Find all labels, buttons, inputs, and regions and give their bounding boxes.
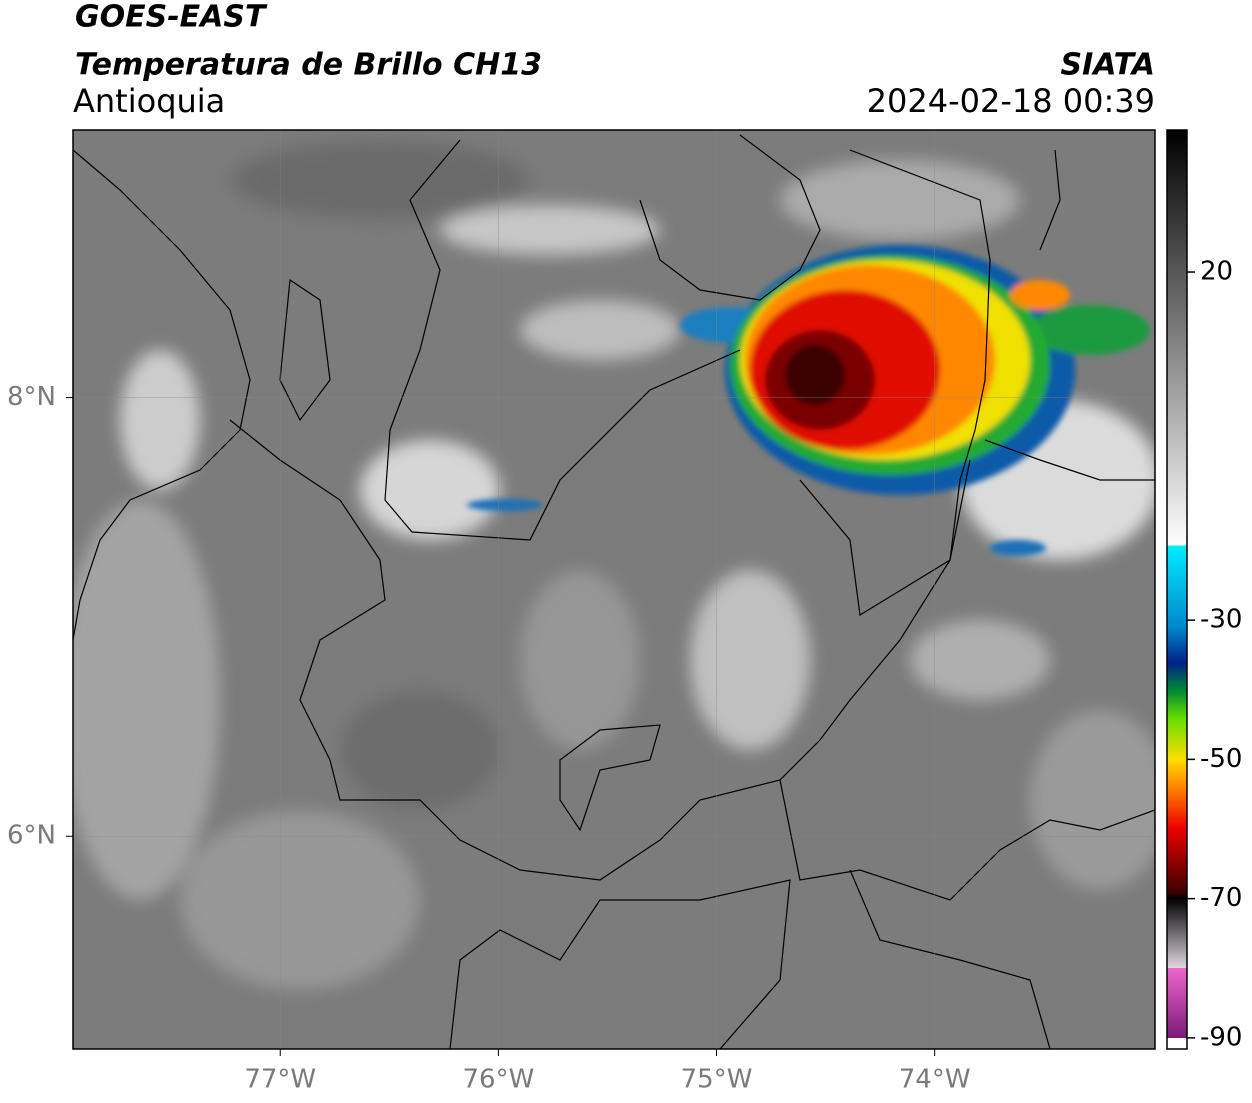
colorbar-tick-label: -90 xyxy=(1200,1022,1242,1052)
colorbar xyxy=(1166,129,1188,1050)
colorbar-tick-label: 20 xyxy=(1200,257,1233,287)
x-tick-label: 75°W xyxy=(681,1065,753,1095)
y-tick-label: 6°N xyxy=(7,821,56,851)
y-tick-label: 8°N xyxy=(7,382,56,412)
x-tick-label: 77°W xyxy=(244,1065,316,1095)
grid xyxy=(73,130,1155,1049)
source: SIATA xyxy=(1061,48,1155,83)
x-tick-label: 76°W xyxy=(462,1065,534,1095)
title: GOES-EAST xyxy=(75,0,268,35)
colorbar-tick-label: -50 xyxy=(1200,744,1242,774)
map-frame xyxy=(72,129,1156,1050)
datetime: 2024-02-18 00:39 xyxy=(867,82,1155,120)
colorbar-tick-label: -30 xyxy=(1200,605,1242,635)
subtitle: Temperatura de Brillo CH13 xyxy=(75,48,542,83)
x-tick-label: 74°W xyxy=(899,1065,971,1095)
satellite-image xyxy=(73,130,1155,1049)
colorbar-tick-label: -70 xyxy=(1200,883,1242,913)
region: Antioquia xyxy=(73,82,225,120)
